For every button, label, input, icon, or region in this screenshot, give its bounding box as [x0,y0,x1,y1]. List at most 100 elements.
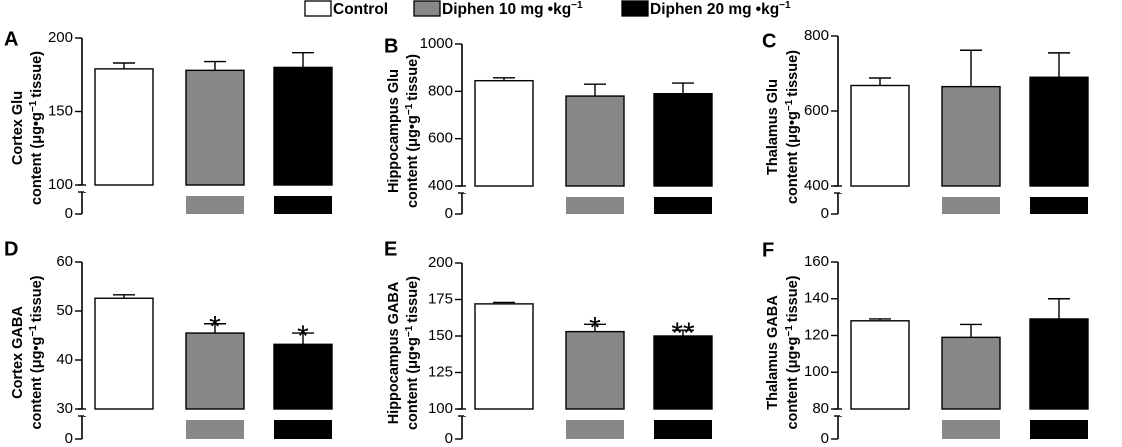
y-tick-label: 175 [428,290,453,307]
panel-e: E Hippocampus GABA content (μg•g−1 tissue) 1… [384,238,724,447]
y-axis-title-text: content (μg•g [405,337,421,430]
bar-stub-3 [654,420,712,439]
y-tick-label-zero: 0 [821,430,829,447]
y-axis-title-line2: content (μg•g−1 tissue) [404,54,421,208]
axis-break-gap [464,410,724,416]
y-axis-title-line1: Thalamus GABA [765,295,781,410]
panel-f: F Thalamus GABA content (μg•g−1 tissue) 80 10… [762,239,1100,447]
y-axis-title-unit: tissue) [29,51,45,98]
y-tick-label: 50 [56,302,73,319]
y-axis-title-exponent: −1 [404,103,415,115]
y-tick-label-zero: 0 [445,205,453,222]
panel-letter: F [762,239,774,261]
y-axis-title-line2: content (μg•g−1 tissue) [28,275,45,429]
legend-label-1: Control [333,1,388,18]
legend-unit: kg [761,1,779,18]
legend-label-text: Control [333,1,388,18]
bar-1 [94,297,154,410]
bar-3 [273,66,333,186]
axis-break-gap [84,410,344,416]
legend-swatch-1 [304,0,332,17]
legend-unit: kg [553,1,571,18]
bar-1 [850,84,910,187]
significance-marker-3: ** [671,317,695,350]
y-tick-label-zero: 0 [821,205,829,222]
y-axis-title-exponent: −1 [28,325,39,337]
y-tick-label-zero: 0 [445,430,453,447]
bar-stub-2 [186,420,244,439]
y-axis-title-line2: content (μg•g−1 tissue) [784,50,801,204]
legend-label-2: Diphen 10 mg •kg−1 [442,0,583,18]
y-tick-label: 40 [56,351,73,368]
y-tick-label: 150 [48,102,73,119]
y-axis-title-line1: Thalamus Glu [765,79,781,175]
y-tick-label: 1000 [420,35,453,52]
axis-break-gap [840,410,1100,416]
y-axis-title-unit: tissue) [29,275,45,322]
bar-stub-2 [942,197,1000,214]
y-axis-title-unit: tissue) [785,275,801,322]
significance-marker-2: * [589,311,601,344]
y-tick-label: 200 [48,29,73,46]
significance-marker-3: * [297,320,309,353]
bar-stub-1 [851,420,909,439]
bar-stub-2 [566,197,624,214]
panel-letter: A [4,28,18,50]
bar-stub-1 [851,197,909,214]
panel-a: A Cortex Glu content (μg•g−1 tissue) 100 150 2… [4,28,344,222]
y-tick-label: 30 [56,400,73,417]
bar-stub-1 [95,420,153,439]
y-tick-label: 800 [804,27,829,44]
bar-1 [474,79,534,187]
bar-stub-2 [566,420,624,439]
y-tick-label: 400 [804,177,829,194]
y-axis-title-line1: Hippocampus Glu [386,69,402,193]
y-tick-label: 100 [48,176,73,193]
y-axis-title-line2: content (μg•g−1 tissue) [784,275,801,429]
y-axis-title-unit: tissue) [405,54,421,101]
legend-swatch-2 [413,0,441,17]
y-axis-title-line1: Hippocampus GABA [386,281,402,424]
y-tick-label: 120 [804,326,829,343]
bar-3 [273,343,333,410]
bar-stub-3 [654,197,712,214]
y-tick-label: 140 [804,290,829,307]
y-axis-title-unit: tissue) [785,50,801,97]
bar-stub-3 [1030,420,1088,439]
y-tick-label: 160 [804,253,829,270]
y-axis-title-exponent: −1 [784,99,795,111]
bar-2 [941,85,1001,187]
bar-stub-3 [274,420,332,439]
panel-letter: E [384,238,397,260]
legend: Control Diphen 10 mg •kg−1 Diphen 20 mg •kg−… [304,0,791,18]
axis-break-gap [464,187,724,193]
bar-stub-2 [942,420,1000,439]
y-tick-label: 600 [428,130,453,147]
y-tick-label: 60 [56,253,73,270]
panel-d: D Cortex GABA content (μg•g−1 tissue) 30 40 50… [4,238,344,447]
panel-b: B Hippocampus Glu content (μg•g−1 tissue) 40… [384,35,724,222]
legend-unit-dot: • [548,1,553,18]
bar-1 [474,303,534,410]
bar-1 [850,320,910,410]
y-axis-title-line2: content (μg•g−1 tissue) [404,276,421,430]
axis-break-gap [840,187,1100,193]
legend-label-text: Diphen 10 mg [442,1,544,18]
bar-stub-3 [1030,197,1088,214]
bar-3 [653,92,713,187]
y-tick-label: 125 [428,363,453,380]
y-axis-title-text: content (μg•g [405,115,421,208]
y-axis-title-text: content (μg•g [29,337,45,430]
bar-3 [1029,76,1089,187]
bar-2 [941,336,1001,410]
bar-stub-1 [475,197,533,214]
y-tick-label-zero: 0 [65,430,73,447]
y-tick-label: 80 [812,400,829,417]
y-tick-label: 150 [428,327,453,344]
bar-3 [1029,318,1089,410]
y-tick-label: 800 [428,82,453,99]
bar-stub-2 [186,196,244,214]
bar-stub-1 [475,420,533,439]
y-axis-title-text: content (μg•g [29,112,45,205]
